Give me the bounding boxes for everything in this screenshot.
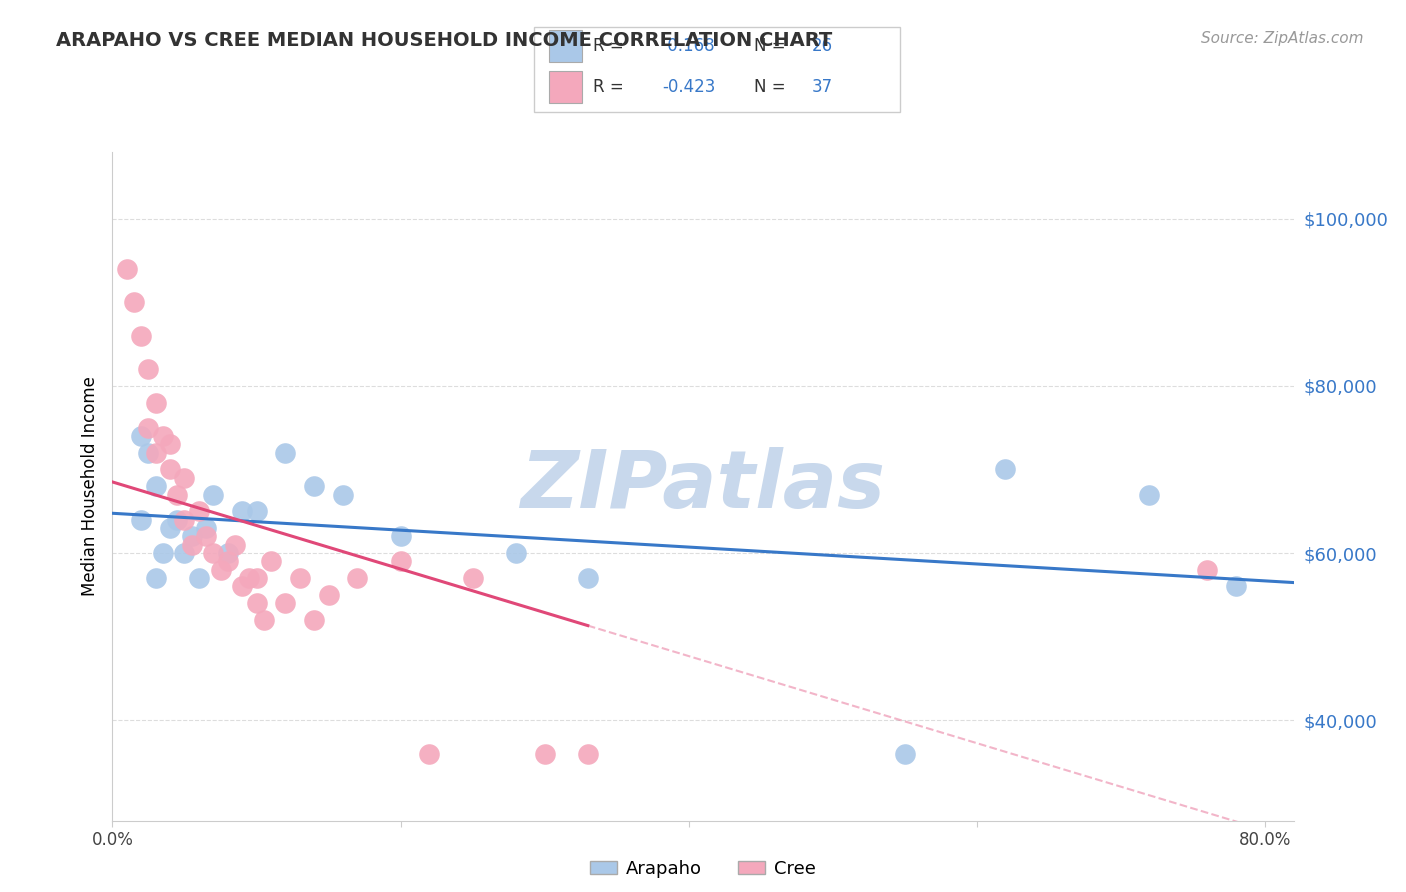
Text: N =: N = [754, 37, 785, 55]
Point [209, 563, 232, 577]
Point [187, 504, 209, 518]
Point [274, 596, 297, 610]
Point [152, 429, 174, 443]
Text: ZIPatlas: ZIPatlas [520, 447, 886, 525]
Point [332, 487, 354, 501]
Text: 37: 37 [813, 78, 834, 96]
Point [1139, 487, 1161, 501]
Point [217, 554, 239, 568]
Text: Source: ZipAtlas.com: Source: ZipAtlas.com [1201, 31, 1364, 46]
Point [166, 487, 188, 501]
Bar [548, 70, 582, 103]
Point [245, 571, 267, 585]
Point [288, 571, 311, 585]
Point [224, 538, 246, 552]
Point [180, 538, 202, 552]
Point [1197, 563, 1219, 577]
Point [166, 512, 188, 526]
Point [1225, 580, 1247, 594]
Bar [548, 30, 582, 62]
Point [231, 580, 253, 594]
Point [159, 437, 181, 451]
Text: ARAPAHO VS CREE MEDIAN HOUSEHOLD INCOME CORRELATION CHART: ARAPAHO VS CREE MEDIAN HOUSEHOLD INCOME … [56, 31, 832, 50]
Point [115, 261, 138, 276]
Point [145, 446, 167, 460]
Point [994, 462, 1017, 476]
Point [505, 546, 527, 560]
Point [389, 554, 412, 568]
Y-axis label: Median Household Income: Median Household Income [80, 376, 98, 596]
Text: 26: 26 [813, 37, 834, 55]
Point [576, 747, 599, 761]
Point [418, 747, 440, 761]
Text: -0.423: -0.423 [662, 78, 716, 96]
Text: 0.168: 0.168 [662, 37, 714, 55]
Point [202, 487, 225, 501]
Point [576, 571, 599, 585]
FancyBboxPatch shape [534, 27, 900, 112]
Text: N =: N = [754, 78, 785, 96]
Point [346, 571, 368, 585]
Legend: Arapaho, Cree: Arapaho, Cree [582, 853, 824, 885]
Point [187, 571, 209, 585]
Text: R =: R = [593, 37, 623, 55]
Point [202, 546, 225, 560]
Point [173, 471, 195, 485]
Text: R =: R = [593, 78, 623, 96]
Point [122, 295, 145, 310]
Point [195, 529, 218, 543]
Point [138, 362, 160, 376]
Point [152, 546, 174, 560]
Point [231, 504, 253, 518]
Point [302, 613, 325, 627]
Point [302, 479, 325, 493]
Point [138, 420, 160, 434]
Point [159, 521, 181, 535]
Point [145, 479, 167, 493]
Point [138, 446, 160, 460]
Point [217, 546, 239, 560]
Point [238, 571, 260, 585]
Point [253, 613, 276, 627]
Point [159, 462, 181, 476]
Point [195, 521, 218, 535]
Point [180, 529, 202, 543]
Point [129, 429, 152, 443]
Point [461, 571, 484, 585]
Point [145, 571, 167, 585]
Point [173, 546, 195, 560]
Point [318, 588, 340, 602]
Point [245, 504, 267, 518]
Point [533, 747, 555, 761]
Point [129, 512, 152, 526]
Point [274, 446, 297, 460]
Point [173, 512, 195, 526]
Point [245, 596, 267, 610]
Point [260, 554, 283, 568]
Point [129, 328, 152, 343]
Point [893, 747, 915, 761]
Point [145, 395, 167, 409]
Point [389, 529, 412, 543]
